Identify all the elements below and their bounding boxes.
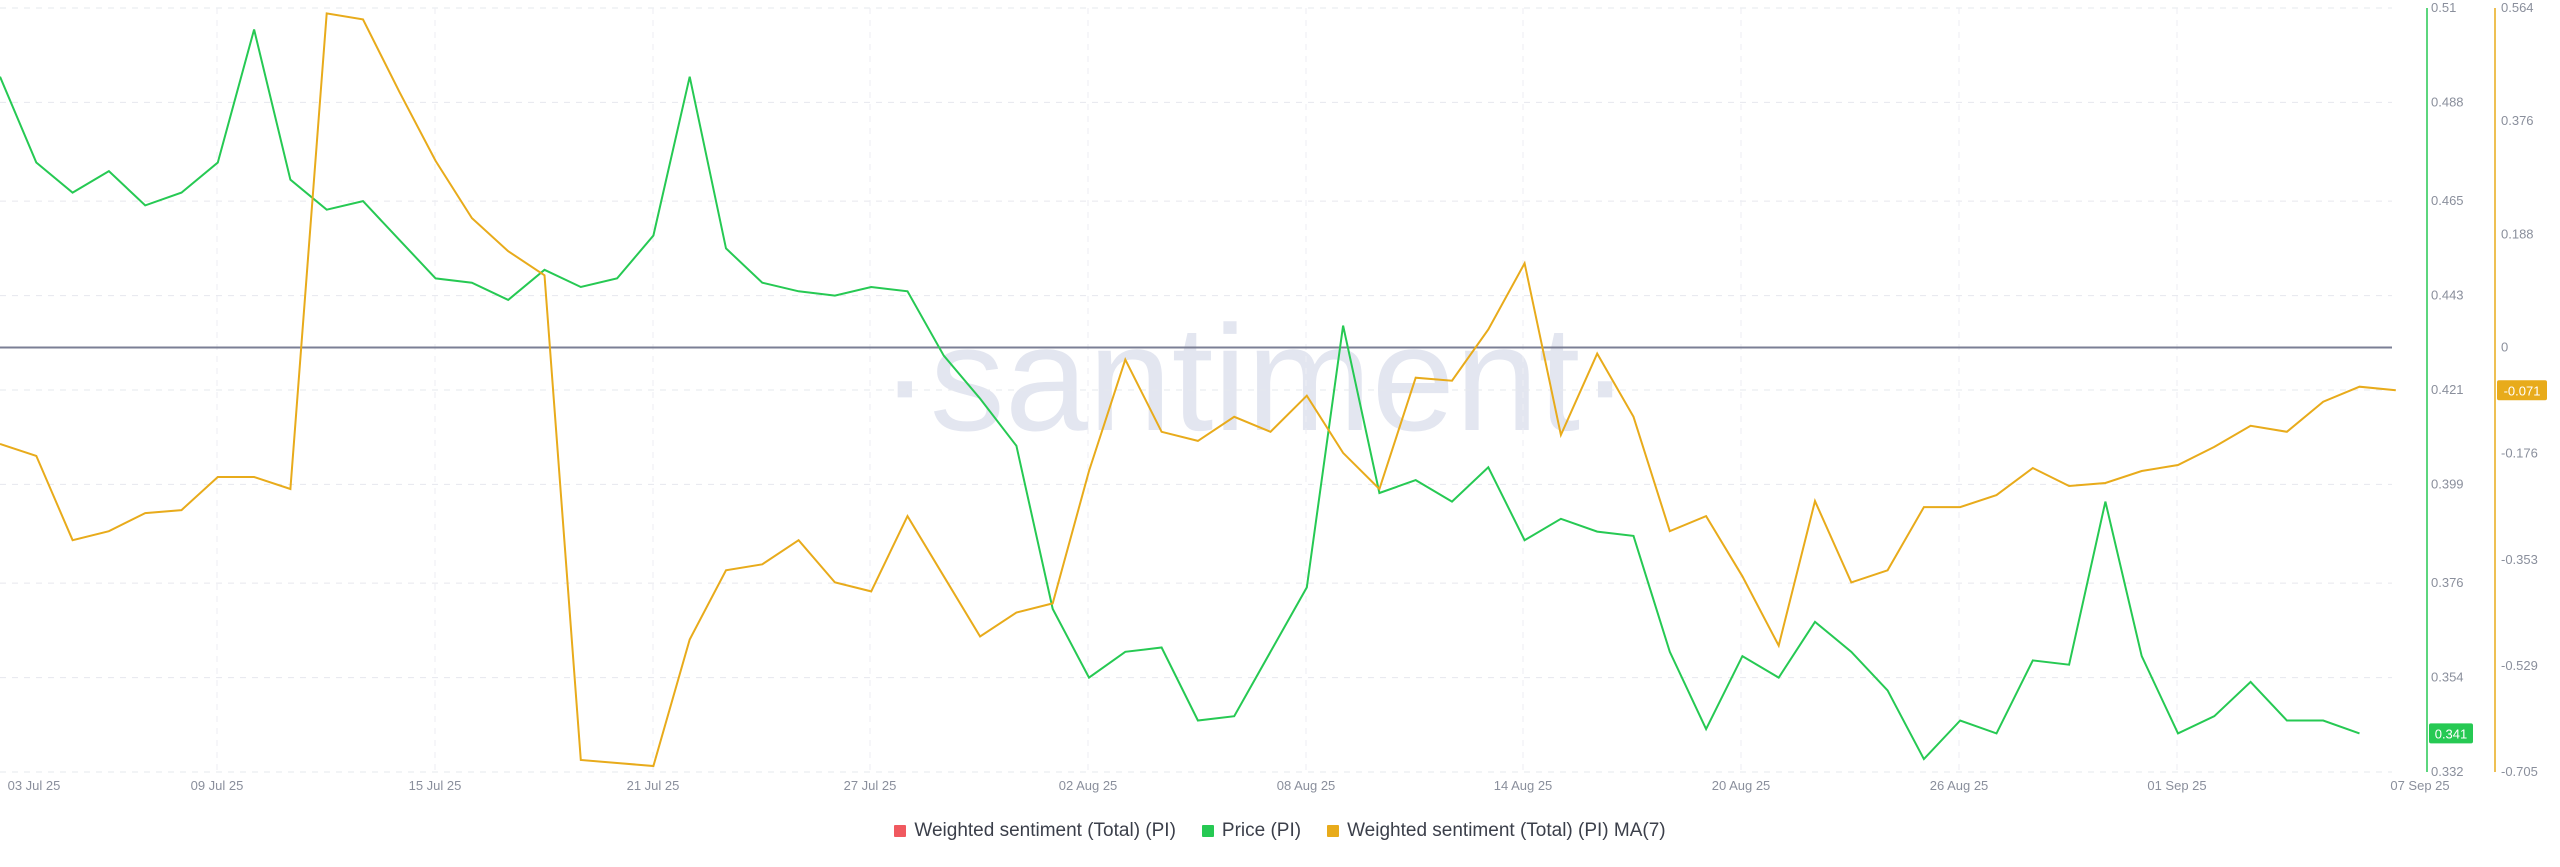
x-tick-label: 01 Sep 25 [2147, 778, 2206, 793]
x-tick-label: 14 Aug 25 [1494, 778, 1553, 793]
price-tick-label: 0.51 [2431, 0, 2456, 15]
legend-item-sentiment-ma7[interactable]: Weighted sentiment (Total) (PI) MA(7) [1327, 820, 1666, 842]
price-tick-label: 0.399 [2431, 476, 2464, 491]
legend-swatch-price [1201, 825, 1214, 837]
chart-legend: Weighted sentiment (Total) (PI) Price (P… [0, 820, 2560, 842]
sentiment-tick-label: -0.353 [2501, 552, 2538, 567]
x-tick-label: 20 Aug 25 [1712, 778, 1771, 793]
legend-item-weighted-sentiment[interactable]: Weighted sentiment (Total) (PI) [894, 820, 1176, 842]
x-axis-ticks: 03 Jul 25 09 Jul 25 15 Jul 25 21 Jul 25 27 J… [8, 778, 2450, 793]
price-badge-label: 0.341 [2435, 726, 2468, 741]
legend-label-weighted-sentiment: Weighted sentiment (Total) (PI) [914, 820, 1176, 841]
sentiment-ma7-series-line [0, 12, 2396, 768]
santiment-watermark: ·santiment· [880, 294, 1630, 462]
x-tick-label: 21 Jul 25 [627, 778, 680, 793]
sentiment-tick-label: 0.188 [2501, 226, 2534, 241]
price-tick-label: 0.488 [2431, 94, 2464, 109]
sentiment-tick-label: 0.376 [2501, 113, 2534, 128]
legend-label-sentiment-ma7: Weighted sentiment (Total) (PI) MA(7) [1347, 820, 1666, 841]
sentiment-tick-label: -0.176 [2501, 446, 2538, 461]
grid-lines [0, 7, 2392, 773]
sentiment-tick-label: -0.705 [2501, 764, 2538, 779]
price-tick-label: 0.332 [2431, 764, 2464, 779]
legend-item-price[interactable]: Price (PI) [1201, 820, 1302, 842]
sentiment-badge-label: -0.071 [2504, 383, 2541, 398]
x-tick-label: 07 Sep 25 [2390, 778, 2449, 793]
sentiment-tick-label: -0.529 [2501, 658, 2538, 673]
sentiment-tick-label: 0 [2501, 340, 2508, 355]
legend-swatch-sentiment-ma7 [1327, 825, 1340, 837]
sentiment-current-badge: -0.071 [2497, 380, 2547, 401]
x-tick-label: 26 Aug 25 [1930, 778, 1989, 793]
price-badge-bg [2429, 723, 2473, 744]
legend-swatch-weighted-sentiment [894, 825, 907, 837]
x-tick-label: 08 Aug 25 [1277, 778, 1336, 793]
price-tick-label: 0.354 [2431, 670, 2464, 685]
x-tick-label: 02 Aug 25 [1059, 778, 1118, 793]
price-tick-label: 0.465 [2431, 193, 2464, 208]
price-series-line [0, 29, 2360, 761]
legend-label-price: Price (PI) [1221, 820, 1302, 841]
price-axis: 0.51 0.488 0.465 0.443 0.421 0.399 0.376 0.354 0… [2426, 0, 2464, 779]
price-tick-label: 0.376 [2431, 575, 2464, 590]
sentiment-badge-bg [2497, 380, 2547, 401]
price-tick-label: 0.421 [2431, 382, 2464, 397]
price-tick-label: 0.443 [2431, 288, 2464, 303]
sentiment-axis: 0.564 0.376 0.188 0 -0.176 -0.353 -0.529 -0.705 [2494, 0, 2538, 779]
x-tick-label: 27 Jul 25 [844, 778, 897, 793]
price-current-badge: 0.341 [2429, 723, 2473, 744]
x-tick-label: 09 Jul 25 [191, 778, 244, 793]
sentiment-tick-label: 0.564 [2501, 0, 2534, 15]
x-tick-label: 15 Jul 25 [409, 778, 462, 793]
x-tick-label: 03 Jul 25 [8, 778, 61, 793]
sentiment-price-chart: ·santiment· 03 Jul 25 09 Jul 25 15 Jul 25 2… [0, 0, 2547, 793]
